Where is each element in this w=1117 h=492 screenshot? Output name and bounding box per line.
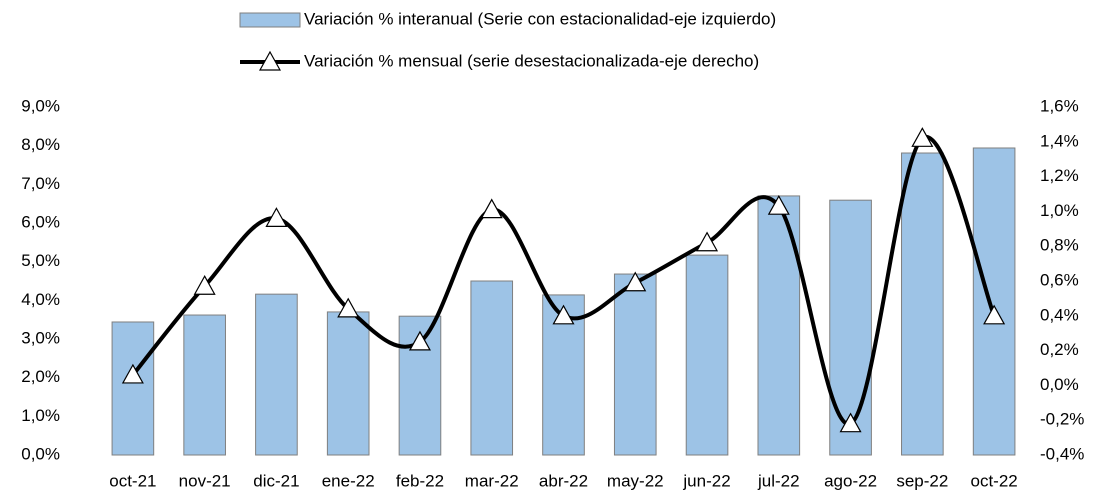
y-tick-label: 1,0% (21, 406, 60, 425)
x-tick-label: nov-21 (179, 471, 231, 490)
marker (265, 207, 288, 227)
x-tick-label: feb-22 (396, 471, 444, 490)
marker (839, 412, 862, 433)
y-tick-label: 7,0% (21, 174, 60, 193)
x-tick-label: oct-21 (109, 471, 156, 490)
y-tick-label: 4,0% (21, 290, 60, 309)
y2-tick-label: -0,4% (1040, 444, 1084, 463)
marker (552, 304, 575, 325)
legend-marker (258, 50, 282, 71)
x-tick-label: mar-22 (465, 471, 519, 490)
y-tick-label: 9,0% (21, 96, 60, 115)
marker (408, 330, 431, 351)
y2-tick-label: 0,0% (1040, 375, 1079, 394)
marker (193, 274, 216, 295)
legend-label: Variación % mensual (serie desestacional… (304, 51, 759, 70)
marker (480, 198, 503, 219)
y2-tick-label: 0,2% (1040, 340, 1079, 359)
y-tick-label: 0,0% (21, 444, 60, 463)
x-tick-label: ago-22 (824, 471, 877, 490)
bar (757, 195, 801, 456)
marker (337, 297, 360, 318)
marker (911, 127, 934, 147)
bar (326, 311, 370, 456)
y2-tick-label: 0,8% (1040, 236, 1079, 255)
y2-tick-label: 0,4% (1040, 305, 1079, 324)
y-tick-label: 3,0% (21, 328, 60, 347)
y2-tick-label: 1,4% (1040, 131, 1079, 150)
x-tick-label: ene-22 (322, 471, 375, 490)
y-tick-label: 5,0% (21, 251, 60, 270)
bar (685, 254, 729, 456)
bar (111, 321, 155, 456)
bar (470, 280, 514, 456)
marker (767, 194, 790, 215)
legend-swatch (239, 12, 301, 28)
x-tick-label: may-22 (607, 471, 664, 490)
marker (624, 271, 647, 292)
x-tick-label: oct-22 (970, 471, 1017, 490)
marker (121, 363, 144, 384)
x-tick-label: sep-22 (896, 471, 948, 490)
x-tick-label: abr-22 (539, 471, 588, 490)
y2-tick-label: -0,2% (1040, 410, 1084, 429)
bar (255, 293, 298, 456)
marker (696, 231, 719, 252)
y2-tick-label: 1,0% (1040, 201, 1079, 220)
y2-tick-label: 1,2% (1040, 166, 1079, 185)
x-tick-label: jul-22 (757, 471, 800, 490)
bar (183, 314, 226, 456)
marker (983, 304, 1006, 325)
bar (901, 152, 944, 456)
y-tick-label: 8,0% (21, 135, 60, 154)
legend-label: Variación % interanual (Serie con estaci… (304, 9, 776, 28)
y-tick-label: 6,0% (21, 212, 60, 231)
y2-tick-label: 1,6% (1040, 96, 1079, 115)
x-tick-label: dic-21 (253, 471, 299, 490)
bar (972, 147, 1016, 456)
line (131, 135, 996, 426)
y2-tick-label: 0,6% (1040, 270, 1079, 289)
y-tick-label: 2,0% (21, 367, 60, 386)
bar (613, 273, 657, 456)
x-tick-label: jun-22 (682, 471, 730, 490)
